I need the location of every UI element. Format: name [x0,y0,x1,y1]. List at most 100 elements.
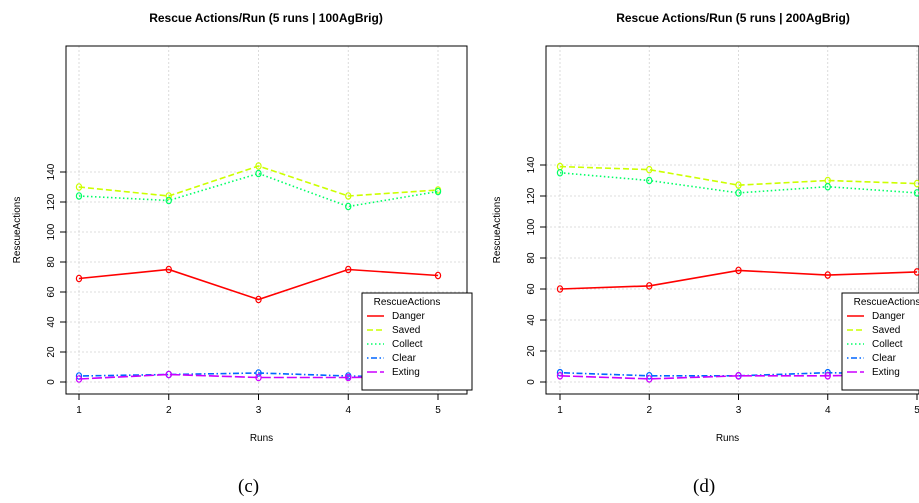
y-tick-label: 100 [526,218,537,235]
legend-title: RescueActions [374,297,441,308]
x-tick-label: 2 [166,405,172,416]
chart-title: Rescue Actions/Run (5 runs | 100AgBrig) [149,11,383,25]
data-point-danger [556,285,564,293]
y-tick-label: 120 [46,193,57,210]
x-axis-label: Runs [716,433,739,444]
data-point-collect [255,169,262,178]
data-point-danger [646,282,653,290]
data-point-saved [75,183,83,191]
data-point-collect [75,192,83,200]
data-point-collect [434,187,442,196]
legend-label-collect: Collect [872,339,903,350]
data-point-collect [824,182,831,191]
legend-label-exting: Exting [392,367,420,378]
legend-title: RescueActions [854,297,919,308]
y-tick-label: 60 [526,283,537,295]
data-point-collect [646,176,653,185]
y-tick-label: 80 [526,252,537,264]
legend-label-clear: Clear [392,353,417,364]
data-point-exting [255,373,262,382]
y-tick-label: 20 [526,345,537,357]
y-tick-label: 20 [46,346,57,358]
x-tick-label: 4 [345,405,351,416]
legend-label-danger: Danger [392,311,425,322]
legend-label-saved: Saved [872,325,900,336]
data-point-danger [913,268,919,276]
data-point-exting [345,373,352,382]
grid [66,46,467,394]
series-line-saved [78,165,439,197]
data-point-collect [556,168,564,177]
y-axis-label: RescueActions [492,197,503,264]
data-point-danger [434,271,442,280]
caption-c: (c) [238,476,260,497]
chart-panel-d: 0 20 40 60 80 100 120 140 1 2 3 4 5 Rescue Actions/Ru… [492,11,919,444]
data-point-danger [824,271,831,279]
data-point-exting [75,375,83,383]
data-point-clear [255,369,262,377]
data-point-exting [556,371,564,380]
legend: RescueActions Danger Saved Collect Clear Exti… [841,292,919,391]
data-point-collect [913,189,919,197]
legend-label-saved: Saved [392,325,420,336]
data-point-danger [735,266,742,275]
data-point-collect [345,202,352,211]
x-tick-label: 2 [646,405,652,416]
data-point-exting [165,370,172,379]
series-line-danger [559,269,918,290]
y-tick-label: 100 [46,223,57,240]
data-point-danger [75,274,83,283]
data-point-clear [646,371,653,380]
series-line-danger [78,268,439,301]
legend-box [841,292,919,391]
y-tick-label: 80 [46,256,57,268]
data-point-exting [824,371,831,380]
y-tick-label: 40 [46,316,57,328]
data-point-saved [165,192,172,200]
data-point-collect [735,189,742,197]
plot-box [65,45,468,395]
chart-title: Rescue Actions/Run (5 runs | 200AgBrig) [616,11,850,25]
legend-label-collect: Collect [392,339,423,350]
y-tick-label: 60 [46,286,57,298]
legend-label-clear: Clear [872,353,897,364]
data-point-saved [735,181,742,189]
legend-box [361,292,473,391]
x-tick-label: 1 [557,405,563,416]
series-line-clear [78,372,439,379]
x-tick-label: 4 [825,405,831,416]
data-point-collect [165,196,172,205]
y-axis-label: RescueActions [12,197,23,264]
series-line-clear [559,371,918,377]
y-tick-label: 0 [526,379,537,385]
data-point-saved [255,162,262,170]
x-tick-label: 5 [914,405,919,416]
series-line-saved [559,165,918,186]
data-point-danger [255,295,262,304]
y-tick-label: 40 [526,314,537,326]
data-point-exting [646,375,653,383]
data-point-danger [345,265,352,274]
data-point-saved [913,179,919,188]
x-axis-label: Runs [250,433,273,444]
grid [546,46,919,394]
legend: RescueActions Danger Saved Collect Clear Exti… [361,292,473,391]
data-point-danger [165,265,172,274]
y-tick-label: 140 [46,163,57,180]
data-point-saved [345,192,352,200]
caption-d: (d) [693,476,716,497]
data-point-clear [75,372,83,380]
chart-panel-c: 0 20 40 60 80 100 120 140 1 2 3 4 5 Rescue Actions/Ru… [12,11,473,444]
x-tick-label: 3 [736,405,742,416]
legend-label-exting: Exting [872,367,900,378]
legend-label-danger: Danger [872,311,905,322]
data-point-saved [646,165,653,174]
data-point-exting [735,371,742,380]
y-tick-label: 140 [526,156,537,173]
plot-box [545,45,919,395]
x-tick-label: 3 [256,405,262,416]
y-tick-label: 120 [526,187,537,204]
y-tick-label: 0 [46,379,57,385]
x-tick-label: 1 [76,405,82,416]
